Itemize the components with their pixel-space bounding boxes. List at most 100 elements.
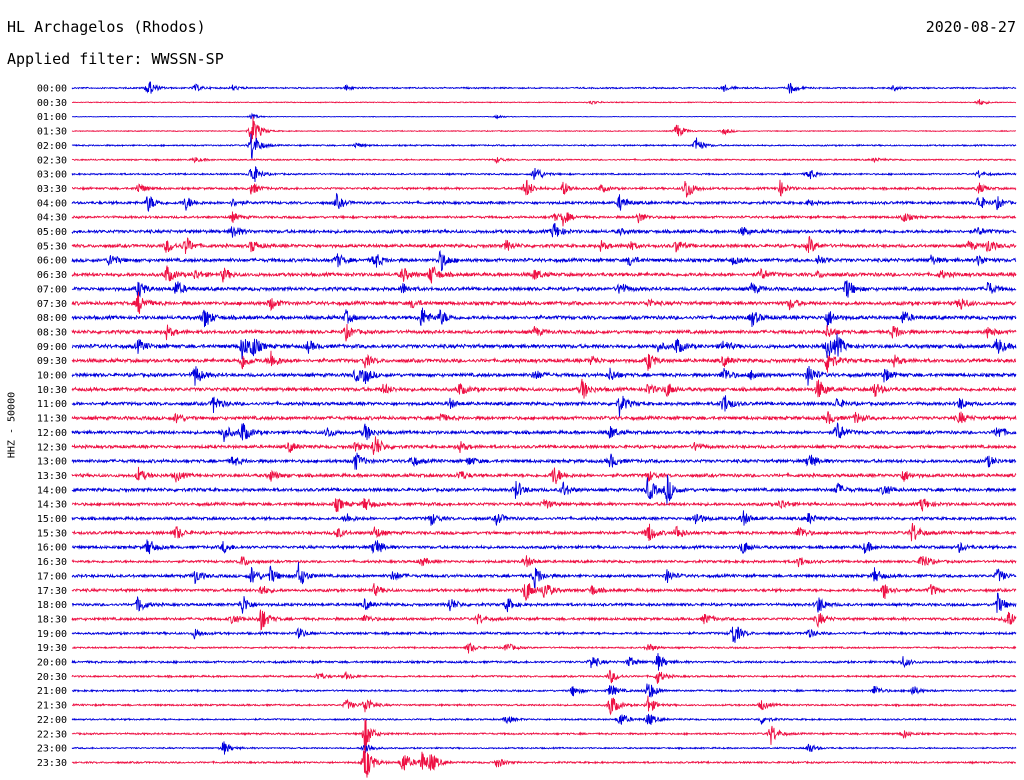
filter-label: Applied filter: WWSSN-SP bbox=[7, 50, 224, 68]
seismic-trace-line bbox=[71, 741, 1016, 778]
trace-time-label: 15:00 bbox=[37, 514, 67, 525]
trace-time-label: 17:30 bbox=[37, 586, 67, 597]
seismic-trace-line bbox=[71, 116, 1017, 143]
seismic-trace-line bbox=[71, 179, 1017, 198]
trace-time-label: 04:00 bbox=[37, 198, 67, 209]
trace-time-label: 12:30 bbox=[37, 442, 67, 453]
trace-time-label: 05:30 bbox=[37, 241, 67, 252]
seismic-trace-line bbox=[71, 719, 1017, 751]
seismic-trace-line bbox=[71, 669, 1017, 684]
trace-time-label: 21:00 bbox=[37, 686, 67, 697]
trace-time-label: 06:00 bbox=[37, 256, 67, 267]
trace-time-label: 13:30 bbox=[37, 471, 67, 482]
trace-time-label: 05:00 bbox=[37, 227, 67, 238]
seismic-trace-line bbox=[71, 498, 1017, 513]
seismic-trace-line bbox=[71, 192, 1017, 212]
trace-time-label: 04:30 bbox=[37, 213, 67, 224]
trace-time-label: 22:30 bbox=[37, 729, 67, 740]
trace-time-label: 23:00 bbox=[37, 744, 67, 755]
seismic-trace-line bbox=[71, 81, 1017, 94]
trace-time-label: 14:00 bbox=[37, 485, 67, 496]
date-label: 2020-08-27 bbox=[925, 18, 1016, 36]
trace-time-label: 19:30 bbox=[37, 643, 67, 654]
seismic-trace-line bbox=[71, 555, 1017, 568]
seismic-traces bbox=[71, 81, 1017, 778]
trace-time-label: 03:00 bbox=[37, 170, 67, 181]
trace-time-label: 00:30 bbox=[37, 98, 67, 109]
seismic-trace-line bbox=[71, 333, 1017, 360]
seismic-trace-line bbox=[71, 378, 1017, 399]
trace-time-label: 18:30 bbox=[37, 614, 67, 625]
trace-time-label: 19:00 bbox=[37, 629, 67, 640]
seismic-trace-line bbox=[71, 291, 1017, 315]
seismic-trace-line bbox=[71, 156, 1017, 165]
seismic-trace-line bbox=[71, 626, 1017, 643]
seismic-trace-line bbox=[71, 365, 1017, 386]
trace-time-label: 11:00 bbox=[37, 399, 67, 410]
seismic-trace-line bbox=[71, 249, 1017, 272]
trace-time-label: 01:30 bbox=[37, 127, 67, 138]
trace-time-label: 16:00 bbox=[37, 543, 67, 554]
seismic-trace-line bbox=[71, 222, 1017, 238]
trace-time-label: 17:00 bbox=[37, 571, 67, 582]
trace-time-label: 13:00 bbox=[37, 457, 67, 468]
seismic-trace-line bbox=[71, 411, 1017, 424]
trace-time-label: 02:30 bbox=[37, 155, 67, 166]
seismic-trace-line bbox=[71, 474, 1017, 506]
seismic-trace-line bbox=[71, 561, 1017, 589]
seismic-trace-line bbox=[71, 98, 1017, 106]
trace-time-label: 20:00 bbox=[37, 658, 67, 669]
trace-time-label: 03:30 bbox=[37, 184, 67, 195]
trace-time-label: 06:30 bbox=[37, 270, 67, 281]
trace-time-label: 15:30 bbox=[37, 528, 67, 539]
seismic-trace-line bbox=[71, 280, 1017, 299]
time-tick-labels: 00:00 00:30 01:00 01:30 02:00 02:30 03:00 03:30… bbox=[37, 84, 67, 769]
seismic-trace-line bbox=[71, 452, 1017, 470]
trace-time-label: 08:30 bbox=[37, 327, 67, 338]
seismic-trace-line bbox=[71, 523, 1017, 542]
seismic-trace-line bbox=[71, 510, 1017, 526]
trace-time-label: 02:00 bbox=[37, 141, 67, 152]
seismic-trace-line bbox=[71, 265, 1017, 284]
seismic-trace-line bbox=[71, 133, 1017, 160]
seismic-trace-line bbox=[71, 422, 1017, 443]
trace-time-label: 00:00 bbox=[37, 84, 67, 95]
trace-time-label: 20:30 bbox=[37, 672, 67, 683]
trace-time-label: 11:30 bbox=[37, 414, 67, 425]
seismic-trace-line bbox=[71, 683, 1017, 698]
trace-time-label: 12:00 bbox=[37, 428, 67, 439]
seismic-trace-line bbox=[71, 609, 1017, 631]
seismic-trace-line bbox=[71, 583, 1017, 602]
trace-time-label: 18:00 bbox=[37, 600, 67, 611]
seismic-trace-line bbox=[71, 695, 1017, 716]
seismic-trace-line bbox=[71, 713, 1017, 726]
seismic-trace-line bbox=[71, 350, 1017, 373]
trace-time-label: 01:00 bbox=[37, 112, 67, 123]
seismic-trace-line bbox=[71, 741, 1017, 755]
trace-time-label: 23:30 bbox=[37, 758, 67, 769]
seismic-trace-line bbox=[71, 436, 1017, 455]
trace-time-label: 07:30 bbox=[37, 299, 67, 310]
seismic-trace-line bbox=[71, 395, 1017, 417]
seismic-trace-line bbox=[71, 165, 1017, 182]
seismic-trace-line bbox=[71, 592, 1017, 614]
trace-time-label: 21:30 bbox=[37, 701, 67, 712]
trace-time-label: 14:30 bbox=[37, 500, 67, 511]
seismic-trace-line bbox=[71, 307, 1017, 328]
seismic-trace-line bbox=[71, 466, 1017, 485]
trace-time-label: 10:00 bbox=[37, 371, 67, 382]
trace-time-label: 16:30 bbox=[37, 557, 67, 568]
trace-time-label: 10:30 bbox=[37, 385, 67, 396]
seismic-trace-line bbox=[71, 642, 1017, 654]
seismic-trace-line bbox=[71, 112, 1017, 120]
seismic-trace-line bbox=[71, 324, 1017, 342]
trace-time-label: 07:00 bbox=[37, 284, 67, 295]
trace-time-label: 22:00 bbox=[37, 715, 67, 726]
trace-time-label: 09:30 bbox=[37, 356, 67, 367]
trace-time-label: 09:00 bbox=[37, 342, 67, 353]
seismic-trace-line bbox=[71, 211, 1017, 227]
trace-time-label: 08:00 bbox=[37, 313, 67, 324]
seismic-trace-line bbox=[71, 539, 1017, 555]
seismic-trace-line bbox=[71, 653, 1017, 671]
